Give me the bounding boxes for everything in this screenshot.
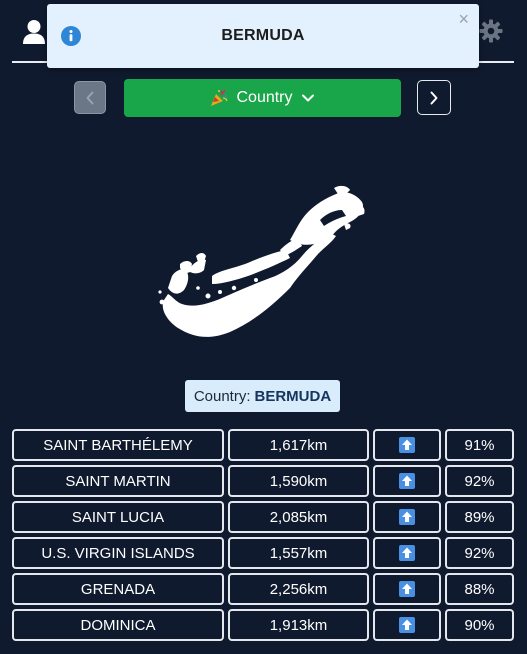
next-button[interactable]	[417, 80, 451, 115]
answer-country: BERMUDA	[254, 387, 332, 405]
table-row: SAINT BARTHÉLEMY 1,617km 91%	[12, 429, 514, 461]
close-icon[interactable]: ×	[458, 9, 469, 29]
guess-direction	[373, 537, 441, 569]
guess-proximity: 92%	[445, 465, 514, 497]
table-row: GRENADA 2,256km 88%	[12, 573, 514, 605]
guess-distance: 1,913km	[228, 609, 369, 641]
guess-country: U.S. VIRGIN ISLANDS	[12, 537, 224, 569]
guess-distance: 1,590km	[228, 465, 369, 497]
arrow-up-icon	[399, 473, 415, 489]
prev-button[interactable]	[74, 81, 106, 114]
guess-country: GRENADA	[12, 573, 224, 605]
guess-country: SAINT LUCIA	[12, 501, 224, 533]
notification-toast: BERMUDA ×	[47, 4, 479, 68]
guess-proximity: 88%	[445, 573, 514, 605]
toast-title: BERMUDA	[221, 27, 305, 44]
guess-direction	[373, 501, 441, 533]
mode-label: Country	[236, 89, 293, 106]
guess-direction	[373, 429, 441, 461]
guess-proximity: 90%	[445, 609, 514, 641]
table-row: SAINT MARTIN 1,590km 92%	[12, 465, 514, 497]
chevron-left-icon	[86, 91, 94, 104]
table-row: U.S. VIRGIN ISLANDS 1,557km 92%	[12, 537, 514, 569]
arrow-up-icon	[399, 617, 415, 633]
chevron-right-icon	[430, 91, 438, 104]
user-icon[interactable]	[22, 19, 46, 45]
mode-dropdown[interactable]: Country	[124, 79, 401, 117]
table-row: SAINT LUCIA 2,085km 89%	[12, 501, 514, 533]
arrow-up-icon	[399, 545, 415, 561]
party-popper-icon	[211, 89, 229, 106]
arrow-up-icon	[399, 581, 415, 597]
table-row: DOMINICA 1,913km 90%	[12, 609, 514, 641]
guess-direction	[373, 465, 441, 497]
guess-country: DOMINICA	[12, 609, 224, 641]
country-silhouette	[158, 185, 365, 337]
info-icon	[61, 26, 81, 46]
chevron-down-icon	[301, 94, 314, 102]
gear-icon[interactable]	[479, 19, 503, 43]
guess-country: SAINT MARTIN	[12, 465, 224, 497]
guess-proximity: 92%	[445, 537, 514, 569]
guess-direction	[373, 573, 441, 605]
guess-country: SAINT BARTHÉLEMY	[12, 429, 224, 461]
guess-direction	[373, 609, 441, 641]
answer-label: Country: BERMUDA	[185, 380, 340, 412]
guess-proximity: 89%	[445, 501, 514, 533]
guess-distance: 2,085km	[228, 501, 369, 533]
answer-prefix: Country:	[193, 387, 251, 405]
arrow-up-icon	[399, 437, 415, 453]
guess-distance: 1,557km	[228, 537, 369, 569]
guess-distance: 2,256km	[228, 573, 369, 605]
guess-distance: 1,617km	[228, 429, 369, 461]
guess-proximity: 91%	[445, 429, 514, 461]
arrow-up-icon	[399, 509, 415, 525]
